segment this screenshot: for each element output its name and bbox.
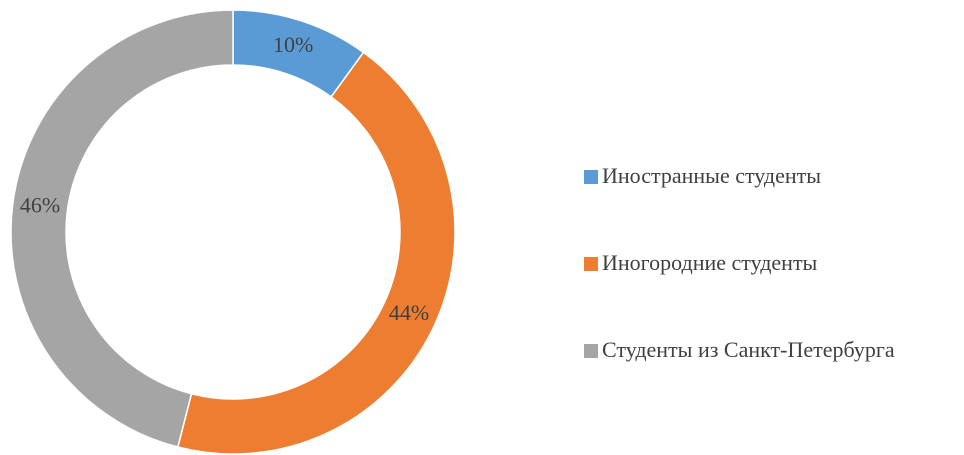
legend-swatch xyxy=(584,344,598,358)
legend-label: Иногородние студенты xyxy=(602,250,818,275)
data-label: 10% xyxy=(273,32,313,57)
data-label: 44% xyxy=(389,300,429,325)
data-label: 46% xyxy=(20,193,60,218)
legend-swatch xyxy=(584,170,598,184)
donut-segment xyxy=(176,51,456,455)
legend-swatch xyxy=(584,257,598,271)
donut-segment xyxy=(10,9,234,448)
legend-label: Иностранные студенты xyxy=(602,163,821,188)
legend-label: Студенты из Санкт-Петербурга xyxy=(602,337,895,362)
